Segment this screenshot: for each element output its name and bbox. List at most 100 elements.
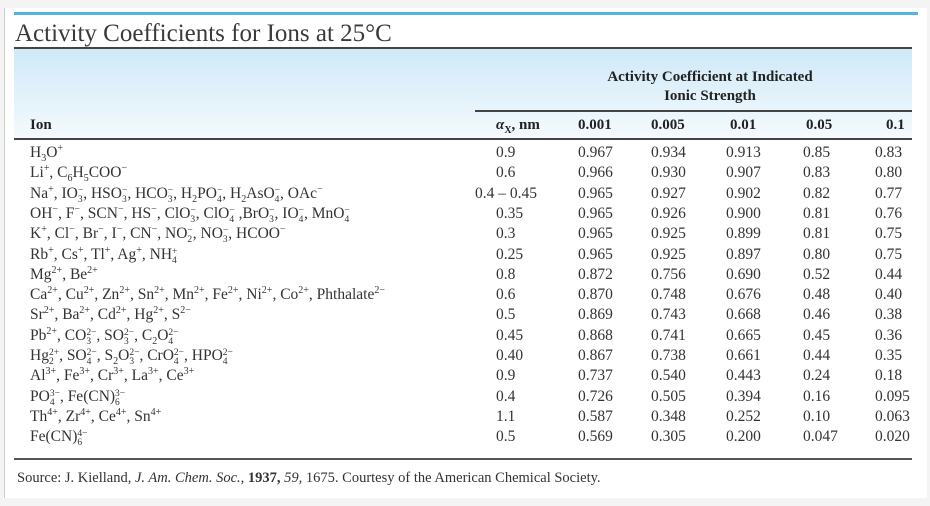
ion-formula: Fe(CN) 4− 6 (30, 428, 88, 449)
activity-coefficient-cell: 0.676 (726, 286, 761, 304)
activity-coefficient-cell: 0.85 (803, 144, 831, 161)
activity-coefficient-cell: 0.80 (803, 245, 831, 263)
ion-formula: Th4+, Zr4+, Ce4+, Sn4+ (30, 406, 162, 425)
activity-coefficient-cell: 0.83 (803, 164, 831, 182)
activity-coefficient-cell: 0.569 (578, 428, 613, 446)
activity-coefficient-cell: 0.748 (651, 286, 686, 304)
activity-coefficient-cell: 0.965 (578, 245, 613, 263)
table-row: K+, Cl−, Br−, I−, CN−, NO −2, NO −3, HCOO−… (0, 224, 930, 246)
ion-formula: Li+, C6H5COO− (30, 163, 128, 185)
ion-formula: Pb2+, CO 2− 3, SO 2− 3, C2O 2− 4 (30, 325, 179, 347)
activity-coefficient-cell: 0.737 (578, 367, 613, 385)
source-rest: 1675. Courtesy of the American Chemical … (302, 470, 601, 486)
column-header-0.1: 0.1 (886, 117, 905, 133)
column-header-0.05: 0.05 (806, 117, 833, 133)
activity-coefficient-cell: 0.965 (578, 204, 613, 222)
ion-size-cell: 0.40 (496, 347, 524, 364)
table-row: Ca2+, Cu2+, Zn2+, Sn2+, Mn2+, Fe2+, Ni2+… (0, 285, 930, 305)
activity-coefficient-cell: 0.966 (578, 164, 613, 182)
ion-size-cell: 0.4 (496, 387, 516, 405)
activity-coefficient-cell: 0.902 (726, 184, 761, 202)
column-header-0.001: 0.001 (578, 117, 612, 133)
column-header-0.01: 0.01 (730, 117, 757, 133)
table-row: Hg 2+ 2, SO 2− 4, S2O 2− 3, CrO 2− 4, HPO 2− 4 0.40… (0, 346, 930, 368)
activity-coefficient-cell: 0.900 (726, 204, 761, 222)
ion-size-cell: 0.3 (496, 225, 516, 243)
source-prefix: Source: J. Kielland, (17, 470, 135, 486)
ion-formula: Rb+, Cs+, Tl+, Ag+, NH +4 (30, 244, 178, 266)
ion-formula: Ca2+, Cu2+, Zn2+, Sn2+, Mn2+, Fe2+, Ni2+… (30, 284, 385, 304)
activity-coefficient-cell: 0.913 (726, 144, 761, 161)
activity-coefficient-cell: 0.965 (578, 225, 613, 243)
activity-coefficient-cell: 0.38 (875, 306, 903, 324)
activity-coefficient-cell: 0.867 (578, 347, 613, 364)
activity-coefficient-cell: 0.540 (651, 367, 686, 385)
ion-size-cell: 0.9 (496, 367, 516, 385)
activity-coefficient-cell: 0.252 (726, 407, 761, 425)
table-header-band (14, 47, 912, 140)
activity-coefficient-cell: 0.063 (875, 407, 910, 425)
table-bottom-rule (14, 458, 912, 460)
table-row: Rb+, Cs+, Tl+, Ag+, NH +4 0.25 0.965 0.925 0.… (0, 245, 930, 265)
activity-coefficient-cell: 0.587 (578, 407, 613, 425)
table-row: PO 3− 4, Fe(CN) 3− 6 0.4 0.726 0.505 0.394 0.16 0.… (0, 387, 930, 408)
ion-formula: H3O+ (30, 142, 64, 165)
activity-coefficient-cell: 0.18 (875, 367, 903, 385)
activity-coefficient-cell: 0.35 (875, 347, 903, 364)
ion-formula: Sr2+, Ba2+, Cd2+, Hg2+, S2− (30, 305, 191, 324)
ax-unit: , nm (511, 117, 540, 133)
group-header: Activity Coefficient at Indicated Ionic … (565, 68, 855, 106)
ion-size-cell: 0.5 (496, 428, 516, 446)
ion-size-cell: 0.4 – 0.45 (475, 184, 537, 202)
table-row: Fe(CN) 4− 6 0.5 0.569 0.305 0.200 0.047 0.020 (0, 427, 930, 449)
accent-rule (14, 12, 918, 15)
group-header-line1: Activity Coefficient at Indicated (607, 69, 813, 85)
ion-size-cell: 0.6 (496, 164, 516, 182)
table-row: OH−, F−, SCN−, HS−, ClO −3, ClO −4 ,BrO −3,… (0, 204, 930, 224)
ion-formula: K+, Cl−, Br−, I−, CN−, NO −2, NO −3, HCOO− (30, 224, 286, 246)
ion-formula: Hg 2+ 2, SO 2− 4, S2O 2− 3, CrO 2− 4, HPO 2− 4 (30, 347, 233, 368)
activity-coefficient-cell: 0.443 (726, 367, 761, 385)
activity-coefficient-cell: 0.77 (875, 184, 903, 202)
ion-formula: Al3+, Fe3+, Cr3+, La3+, Ce3+ (30, 366, 195, 385)
activity-coefficient-cell: 0.75 (875, 225, 903, 243)
column-header-ion: Ion (30, 117, 52, 133)
activity-coefficient-cell: 0.930 (651, 164, 686, 182)
activity-coefficient-cell: 0.726 (578, 387, 613, 405)
activity-coefficient-cell: 0.83 (875, 144, 903, 161)
activity-coefficient-cell: 0.82 (803, 184, 831, 202)
ion-formula: OH−, F−, SCN−, HS−, ClO −3, ClO −4 ,BrO −3,… (30, 203, 350, 225)
source-sep: , (240, 470, 248, 486)
activity-coefficient-cell: 0.76 (875, 204, 903, 222)
activity-coefficient-cell: 0.665 (726, 326, 761, 344)
activity-coefficient-cell: 0.505 (651, 387, 686, 405)
activity-coefficient-cell: 0.926 (651, 204, 686, 222)
ion-size-cell: 0.25 (496, 245, 524, 263)
table-row: Na+, IO −3, HSO −3, HCO −3, H2PO −4, H2AsO −4… (0, 184, 930, 204)
table-row: Al3+, Fe3+, Cr3+, La3+, Ce3+ 0.9 0.737 0.54… (0, 366, 930, 386)
table-row: Sr2+, Ba2+, Cd2+, Hg2+, S2− 0.5 0.869 0.743… (0, 305, 930, 325)
activity-coefficient-cell: 0.872 (578, 265, 613, 283)
activity-coefficient-cell: 0.020 (875, 428, 910, 446)
table-title: Activity Coefficients for Ions at 25°C (15, 20, 392, 47)
activity-coefficient-cell: 0.200 (726, 428, 761, 446)
source-year: 1937, (247, 470, 281, 486)
activity-coefficient-cell: 0.907 (726, 164, 761, 182)
activity-coefficient-cell: 0.925 (651, 225, 686, 243)
activity-coefficient-cell: 0.868 (578, 326, 613, 344)
activity-coefficient-cell: 0.75 (875, 245, 903, 263)
table-row: Mg2+, Be2+ 0.8 0.872 0.756 0.690 0.52 0.44 (0, 265, 930, 285)
activity-coefficient-cell: 0.870 (578, 286, 613, 304)
ion-size-cell: 0.35 (496, 204, 524, 222)
alpha-symbol: α (496, 117, 505, 133)
activity-coefficient-cell: 0.965 (578, 184, 613, 202)
activity-coefficient-cell: 0.80 (875, 164, 903, 182)
activity-coefficient-cell: 0.925 (651, 245, 686, 263)
activity-coefficient-cell: 0.661 (726, 347, 761, 364)
activity-coefficient-cell: 0.24 (803, 367, 831, 385)
ion-size-cell: 0.6 (496, 286, 516, 304)
table-row: Th4+, Zr4+, Ce4+, Sn4+ 1.1 0.587 0.348 0.252… (0, 407, 930, 427)
activity-coefficient-cell: 0.10 (803, 407, 831, 425)
column-header-0.005: 0.005 (651, 117, 685, 133)
activity-coefficient-cell: 0.394 (726, 387, 761, 405)
